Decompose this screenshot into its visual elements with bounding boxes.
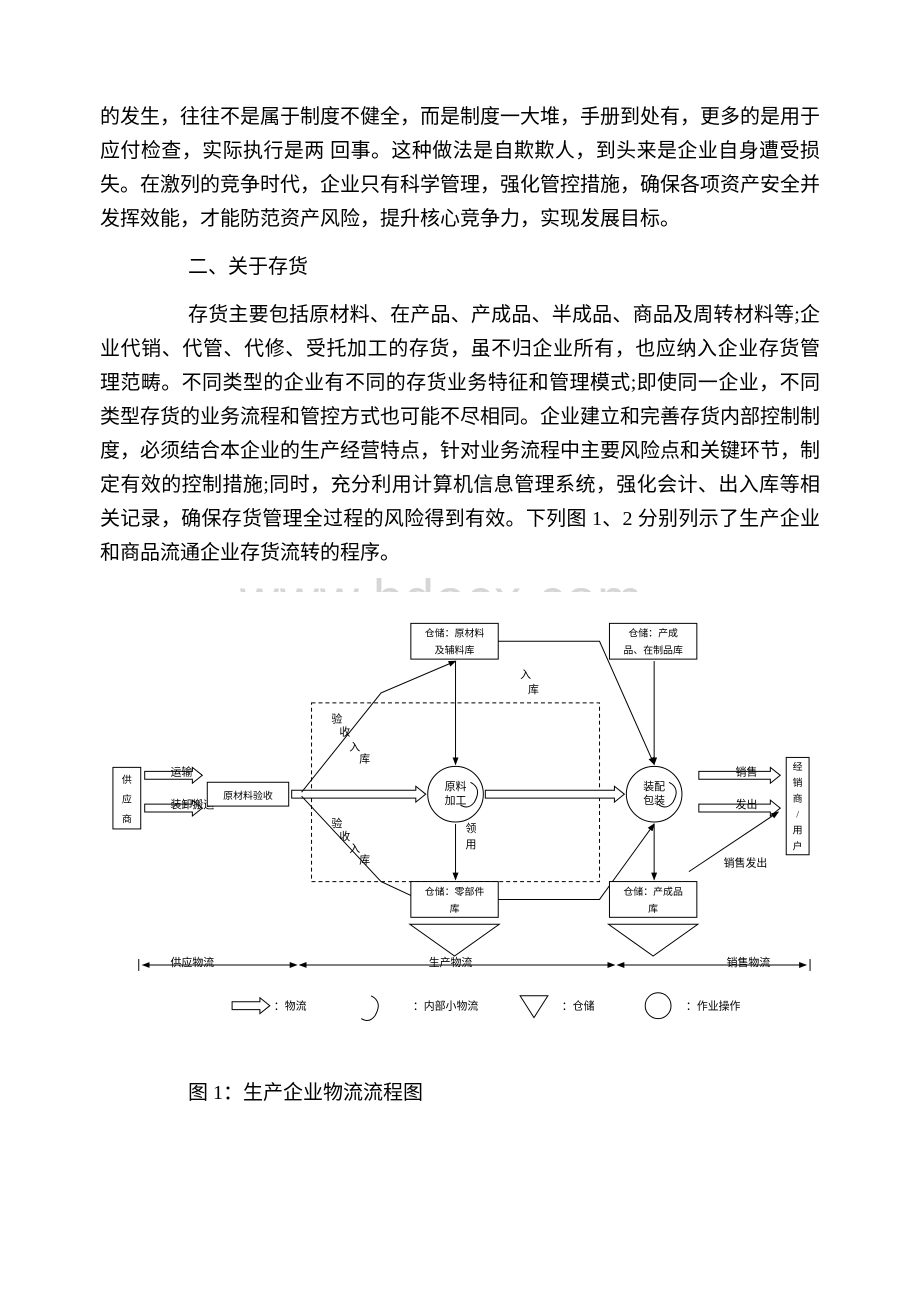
svg-text:销: 销 <box>793 776 803 789</box>
svg-text:仓储：原材料: 仓储：原材料 <box>425 627 485 640</box>
svg-text:商: 商 <box>122 813 132 826</box>
svg-text:应: 应 <box>122 793 132 806</box>
svg-text:/: / <box>796 810 799 821</box>
svg-text:加工: 加工 <box>445 794 467 807</box>
svg-text:原料: 原料 <box>445 779 467 793</box>
svg-text:生产物流: 生产物流 <box>429 955 473 969</box>
svg-text:库: 库 <box>359 854 370 867</box>
svg-text:收: 收 <box>339 829 350 843</box>
svg-text:：作业操作: ：作业操作 <box>686 999 741 1013</box>
svg-text:入: 入 <box>349 741 360 753</box>
figure-1-container: www.bdocx.com 供应商运输装卸搬运原材料验收仓储：原材料及辅料库原料… <box>100 592 820 1058</box>
svg-text:领: 领 <box>465 822 476 835</box>
svg-text:：内部小物流: ：内部小物流 <box>413 999 479 1013</box>
svg-text:：物流: ：物流 <box>274 999 307 1013</box>
svg-text:库: 库 <box>450 902 460 915</box>
svg-text:发出: 发出 <box>736 797 758 811</box>
svg-text:运输: 运输 <box>171 764 193 778</box>
svg-text:：仓储: ：仓储 <box>562 999 595 1013</box>
svg-text:入: 入 <box>349 843 360 855</box>
svg-text:用: 用 <box>465 839 476 851</box>
svg-text:装配: 装配 <box>643 780 665 793</box>
svg-text:原材料验收: 原材料验收 <box>223 789 273 802</box>
section-heading: 二、关于存货 <box>100 250 820 284</box>
svg-text:销售发出: 销售发出 <box>724 856 768 870</box>
svg-text:验: 验 <box>331 712 342 726</box>
svg-text:仓储：零部件: 仓储：零部件 <box>425 885 485 898</box>
svg-text:及辅料库: 及辅料库 <box>435 644 475 657</box>
svg-text:入: 入 <box>520 669 531 681</box>
svg-text:销售: 销售 <box>736 764 758 778</box>
svg-text:户: 户 <box>793 840 803 853</box>
paragraph-2: 存货主要包括原材料、在产品、产成品、半成品、商品及周转材料等;企业代销、代管、代… <box>100 298 820 570</box>
svg-text:经: 经 <box>793 760 803 773</box>
svg-text:仓储：产成: 仓储：产成 <box>628 627 678 640</box>
flowchart-svg: 供应商运输装卸搬运原材料验收仓储：原材料及辅料库原料加工仓储：零部件库仓储：产成… <box>103 592 818 1047</box>
svg-text:品、在制品库: 品、在制品库 <box>623 644 683 657</box>
svg-text:库: 库 <box>359 752 370 765</box>
svg-text:库: 库 <box>648 902 658 915</box>
svg-text:供应物流: 供应物流 <box>171 955 215 969</box>
paragraph-1: 的发生，往往不是属于制度不健全，而是制度一大堆，手册到处有，更多的是用于应付检查… <box>100 100 820 236</box>
svg-text:收: 收 <box>339 725 350 739</box>
svg-text:库: 库 <box>528 683 539 696</box>
svg-text:用: 用 <box>793 826 803 837</box>
svg-text:包装: 包装 <box>643 794 665 807</box>
svg-text:销售物流: 销售物流 <box>727 955 771 969</box>
svg-text:仓储：产成品: 仓储：产成品 <box>623 885 683 898</box>
svg-text:验: 验 <box>331 816 342 830</box>
figure-caption: 图 1：生产企业物流流程图 <box>100 1076 820 1110</box>
svg-text:商: 商 <box>793 792 803 805</box>
svg-text:供: 供 <box>122 773 132 786</box>
